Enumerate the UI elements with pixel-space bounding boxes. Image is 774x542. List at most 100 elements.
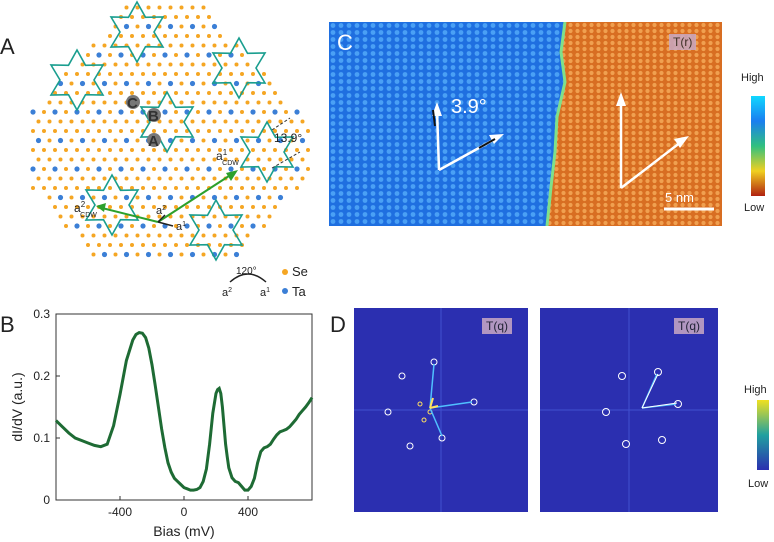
- se-atom: [146, 62, 151, 67]
- se-atom: [245, 233, 250, 238]
- se-atom: [163, 205, 167, 209]
- y-tick-label: 0.3: [33, 307, 50, 321]
- se-atom: [135, 157, 140, 162]
- se-atom: [113, 252, 118, 257]
- ta-atom: [140, 223, 146, 229]
- se-atom: [201, 176, 206, 181]
- se-atom: [42, 110, 46, 114]
- c-right-arrowhead-right: [674, 136, 689, 148]
- se-atom: [284, 110, 288, 114]
- se-atom: [218, 129, 222, 133]
- se-atom: [102, 43, 107, 48]
- se-atom: [86, 205, 90, 209]
- se-atom: [135, 43, 140, 48]
- se-atom: [300, 176, 305, 181]
- se-atom: [47, 138, 52, 143]
- cdw1-label: a1 CDW: [216, 148, 239, 167]
- se-atom: [201, 138, 206, 143]
- colorbar-c-low: Low: [744, 202, 765, 214]
- se-atom: [36, 119, 41, 124]
- se-atom: [185, 34, 189, 38]
- se-atom: [130, 91, 134, 95]
- se-atom: [289, 157, 294, 162]
- ta-atom: [123, 251, 130, 258]
- ta-atom: [118, 52, 124, 58]
- se-atom: [223, 62, 228, 67]
- ta-atom: [272, 109, 278, 115]
- se-atom: [174, 167, 178, 171]
- se-atom: [47, 100, 52, 105]
- lattice-diagram: C B A 13.9° a1 CDW a2 CDW a2 a1 120° a2 a1…: [30, 0, 310, 299]
- ta-atom: [228, 166, 234, 172]
- se-atom: [108, 53, 112, 57]
- panel-b-letter: B: [0, 312, 15, 337]
- se-atom: [223, 252, 228, 257]
- se-atom: [130, 224, 134, 228]
- panel-c-tag: T(r): [669, 34, 697, 50]
- se-atom: [146, 233, 151, 238]
- ta-atom: [123, 194, 130, 201]
- ta-atom: [233, 251, 240, 258]
- ta-atom: [189, 137, 196, 144]
- se-atom: [196, 186, 200, 190]
- ta-atom: [123, 137, 130, 144]
- se-atom: [168, 43, 173, 48]
- se-atom: [223, 195, 228, 200]
- se-atom: [80, 62, 85, 67]
- se-atom: [75, 129, 79, 133]
- se-atom: [141, 243, 145, 247]
- chart-axes: -400 0 400 0 0.1 0.2 0.3: [33, 307, 258, 519]
- ta-atom: [74, 166, 80, 172]
- se-atom: [141, 34, 145, 38]
- ta-atom: [294, 166, 300, 172]
- se-atom: [36, 157, 41, 162]
- se-atom: [212, 233, 217, 238]
- cdw2-arrowhead: [96, 203, 106, 212]
- ta-atom: [140, 166, 146, 172]
- se-atom: [212, 43, 217, 48]
- se-atom: [229, 72, 233, 76]
- se-atom: [229, 205, 233, 209]
- se-atom: [53, 186, 57, 190]
- se-atom: [240, 110, 244, 114]
- ta-atom: [74, 109, 80, 115]
- se-atom: [64, 148, 68, 152]
- se-atom: [240, 53, 244, 57]
- se-atom: [152, 72, 156, 76]
- se-atom: [91, 214, 96, 219]
- se-atom: [130, 148, 134, 152]
- david-star-4: [139, 90, 195, 154]
- ta-atom: [162, 109, 168, 115]
- se-atom: [196, 72, 200, 76]
- se-atom: [218, 243, 222, 247]
- ta-atom: [96, 52, 102, 58]
- fft-left: T(q): [354, 308, 528, 512]
- se-atom: [196, 53, 200, 57]
- se-atom: [86, 53, 90, 57]
- se-atom: [179, 138, 184, 143]
- se-atom: [113, 119, 118, 124]
- ta-atom: [96, 109, 102, 115]
- fft-right-peak-1: [618, 372, 626, 380]
- ta-atom: [96, 166, 102, 172]
- site-a-marker: [147, 133, 161, 147]
- se-atom: [262, 205, 266, 209]
- se-atom: [47, 176, 52, 181]
- se-atom: [130, 15, 134, 19]
- se-atom: [157, 119, 162, 124]
- se-atom: [190, 43, 195, 48]
- c-right-arrow-right: [620, 141, 682, 189]
- legend-ta-dot: [282, 288, 288, 294]
- se-atom: [130, 129, 134, 133]
- se-atom: [157, 81, 162, 86]
- se-atom: [185, 148, 189, 152]
- ta-atom: [30, 166, 36, 172]
- se-atom: [157, 214, 162, 219]
- ta-atom: [52, 109, 58, 115]
- se-atom: [240, 205, 244, 209]
- se-atom: [119, 129, 123, 133]
- se-atom: [152, 224, 156, 228]
- se-atom: [295, 129, 299, 133]
- se-atom: [91, 43, 96, 48]
- se-atom: [141, 186, 145, 190]
